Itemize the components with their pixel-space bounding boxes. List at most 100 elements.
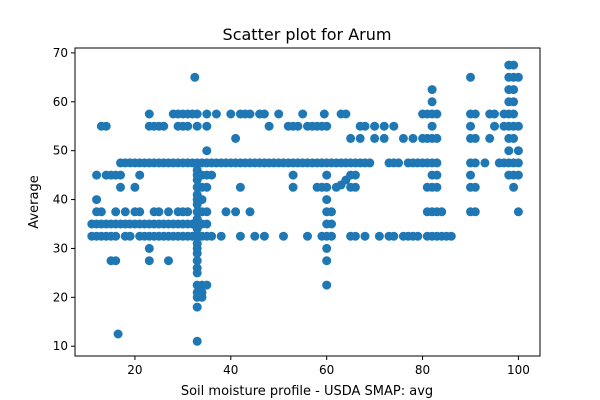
data-point bbox=[202, 207, 212, 217]
data-point bbox=[432, 109, 442, 119]
data-point bbox=[298, 109, 308, 119]
data-point bbox=[370, 133, 380, 143]
data-point bbox=[259, 109, 269, 119]
x-tick-label: 20 bbox=[127, 363, 142, 377]
data-point bbox=[92, 195, 102, 205]
y-axis: 10 20 30 40 50 60 70 bbox=[53, 46, 75, 353]
data-point bbox=[379, 121, 389, 131]
data-point bbox=[192, 336, 202, 346]
data-point bbox=[288, 170, 298, 180]
data-point bbox=[360, 231, 370, 241]
data-point bbox=[322, 195, 332, 205]
data-point bbox=[159, 121, 169, 131]
y-tick-label: 30 bbox=[53, 241, 68, 255]
data-point bbox=[470, 109, 480, 119]
data-point bbox=[144, 109, 154, 119]
data-point bbox=[288, 182, 298, 192]
data-point bbox=[221, 207, 231, 217]
data-point bbox=[202, 121, 212, 131]
data-point bbox=[379, 133, 389, 143]
data-point bbox=[245, 207, 255, 217]
data-point bbox=[96, 207, 106, 217]
data-point bbox=[202, 219, 212, 229]
data-point bbox=[432, 133, 442, 143]
data-point bbox=[154, 207, 164, 217]
data-point bbox=[111, 256, 121, 266]
data-point bbox=[279, 231, 288, 241]
data-point bbox=[408, 133, 418, 143]
data-point bbox=[293, 121, 303, 131]
data-point bbox=[327, 219, 336, 229]
x-tick-label: 80 bbox=[415, 363, 430, 377]
data-point bbox=[101, 121, 111, 131]
data-point bbox=[192, 263, 202, 273]
data-point bbox=[322, 243, 332, 253]
data-point bbox=[192, 121, 202, 131]
data-point bbox=[235, 231, 245, 241]
data-point bbox=[116, 182, 125, 192]
data-point bbox=[322, 121, 332, 131]
data-point bbox=[370, 121, 380, 131]
data-point bbox=[341, 109, 351, 119]
data-point bbox=[509, 97, 519, 107]
data-point bbox=[135, 207, 145, 217]
data-point bbox=[327, 231, 336, 241]
data-point bbox=[264, 121, 274, 131]
data-point bbox=[231, 207, 241, 217]
data-point bbox=[427, 85, 437, 95]
data-point bbox=[207, 170, 217, 180]
y-tick-label: 10 bbox=[53, 339, 68, 353]
data-point bbox=[197, 287, 207, 297]
data-point bbox=[245, 109, 255, 119]
data-point bbox=[164, 256, 173, 266]
data-point bbox=[192, 239, 202, 249]
data-point bbox=[509, 109, 519, 119]
data-point bbox=[427, 97, 437, 107]
data-point bbox=[202, 146, 212, 156]
chart-title: Scatter plot for Arum bbox=[223, 25, 392, 44]
data-point bbox=[350, 231, 360, 241]
data-point bbox=[183, 207, 193, 217]
data-point bbox=[259, 231, 269, 241]
data-point bbox=[509, 85, 519, 95]
data-point bbox=[322, 182, 332, 192]
data-point bbox=[144, 256, 154, 266]
data-point bbox=[211, 109, 221, 119]
data-point bbox=[231, 133, 241, 143]
data-point bbox=[113, 329, 123, 339]
data-point bbox=[92, 170, 102, 180]
data-point bbox=[120, 207, 130, 217]
data-point bbox=[437, 207, 447, 217]
data-point bbox=[274, 109, 284, 119]
data-point bbox=[192, 256, 202, 266]
data-point bbox=[470, 182, 480, 192]
y-tick-label: 70 bbox=[53, 46, 68, 60]
data-point bbox=[192, 302, 202, 312]
data-point bbox=[480, 158, 490, 168]
data-point bbox=[490, 109, 499, 119]
y-axis-label: Average bbox=[27, 175, 42, 228]
data-point bbox=[509, 182, 519, 192]
data-point bbox=[504, 146, 514, 156]
data-point bbox=[322, 280, 332, 290]
data-point bbox=[513, 121, 523, 131]
x-tick-label: 40 bbox=[223, 363, 238, 377]
data-point bbox=[135, 170, 145, 180]
plot-frame bbox=[74, 47, 541, 357]
y-tick-label: 60 bbox=[53, 95, 68, 109]
data-point bbox=[202, 182, 212, 192]
data-point bbox=[432, 158, 442, 168]
data-point bbox=[470, 133, 480, 143]
data-point bbox=[389, 231, 399, 241]
data-point bbox=[216, 231, 226, 241]
data-point bbox=[164, 207, 173, 217]
data-point bbox=[394, 158, 404, 168]
data-point bbox=[470, 158, 480, 168]
data-point bbox=[226, 109, 236, 119]
x-axis-label: Soil moisture profile - USDA SMAP: avg bbox=[181, 384, 433, 399]
data-point bbox=[350, 170, 360, 180]
x-tick-label: 100 bbox=[507, 363, 530, 377]
data-point bbox=[466, 170, 475, 180]
data-point bbox=[346, 133, 356, 143]
data-point bbox=[250, 231, 260, 241]
